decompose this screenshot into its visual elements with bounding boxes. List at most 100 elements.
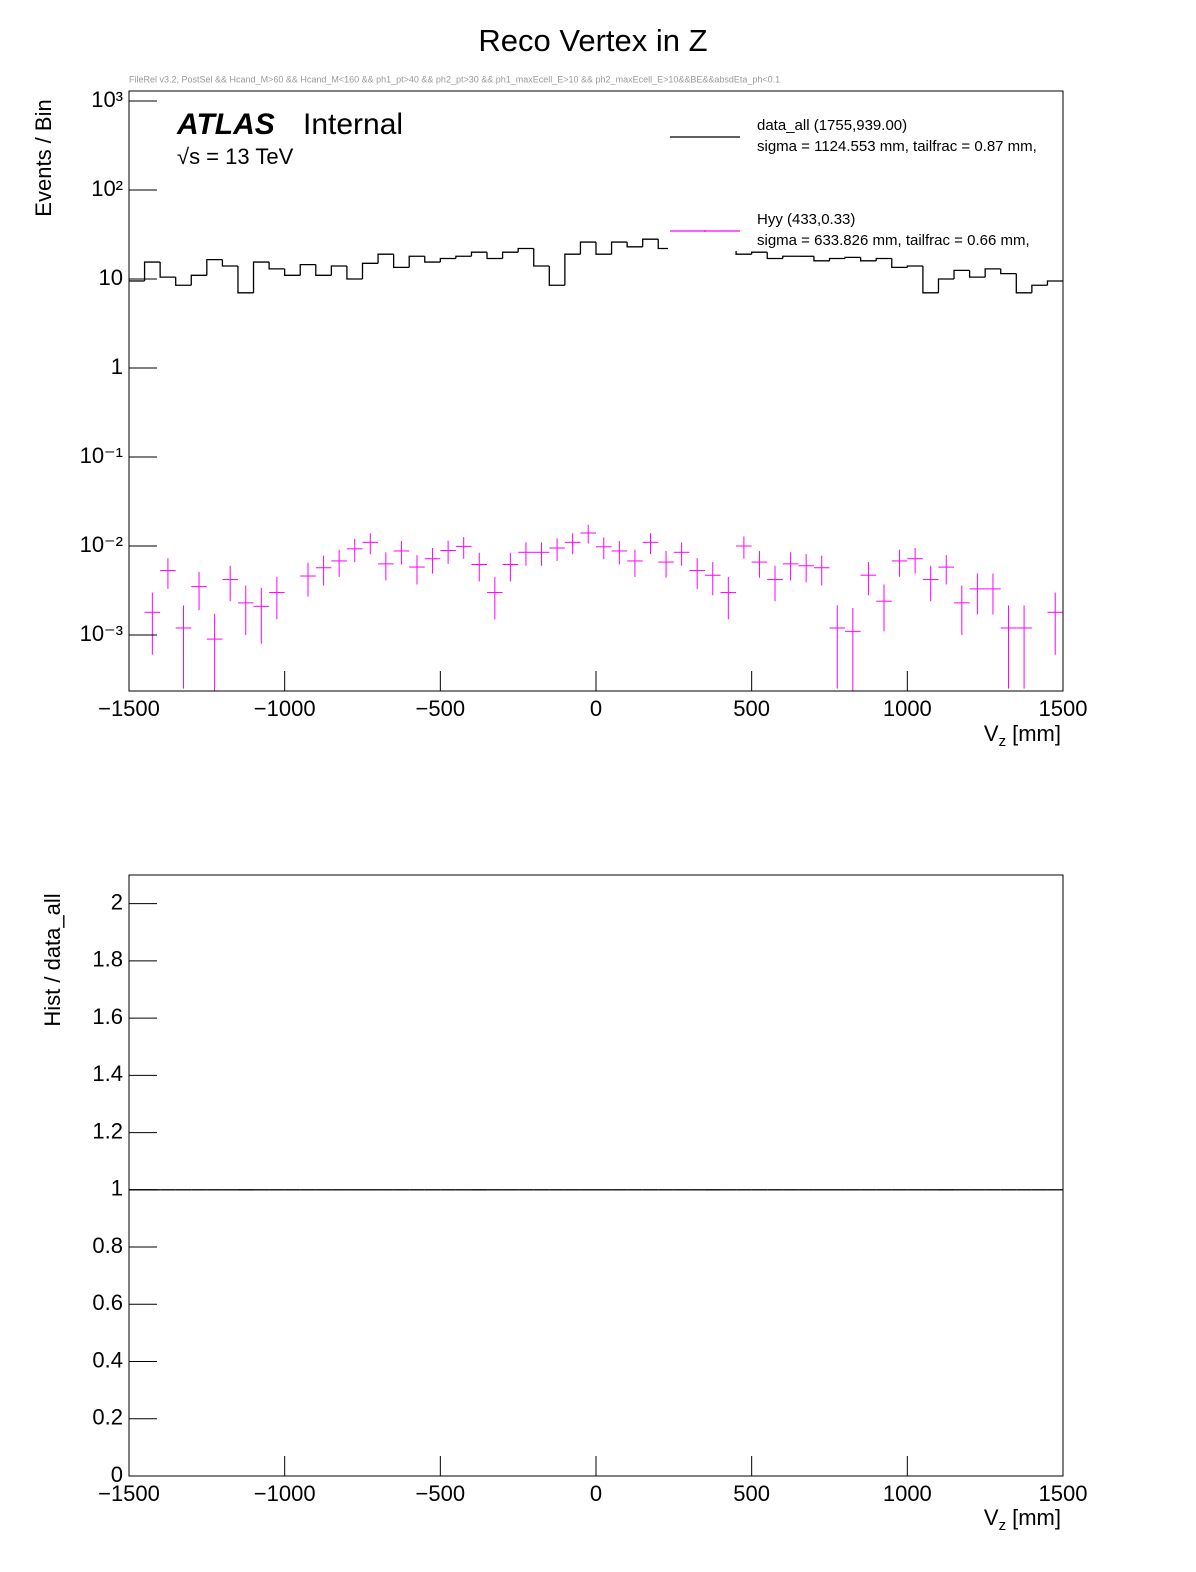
x-tick-label: −500 xyxy=(416,696,466,721)
x-tick-label: 0 xyxy=(590,696,602,721)
x-label-subscript: z xyxy=(999,1517,1007,1534)
y-tick-label: 0.8 xyxy=(92,1233,123,1258)
x-tick-label: 1500 xyxy=(1039,1481,1088,1506)
x-tick-label: 0 xyxy=(590,1481,602,1506)
histogram-bin xyxy=(361,262,379,280)
histogram-bin xyxy=(735,250,752,255)
histogram-bin xyxy=(1031,284,1048,293)
histogram-bin xyxy=(828,257,846,261)
histogram-bin xyxy=(610,241,628,255)
histogram-bin xyxy=(564,253,581,286)
histogram-bin xyxy=(221,259,238,267)
histogram-bin xyxy=(579,241,596,255)
y-tick-label: 10 xyxy=(99,265,123,290)
x-tick-label: −1500 xyxy=(98,1481,160,1506)
histogram-bin xyxy=(533,248,550,267)
histogram-bin xyxy=(595,242,612,255)
status-label: Internal xyxy=(303,108,403,141)
x-label-unit: [mm] xyxy=(1012,721,1061,746)
x-tick-label: −1000 xyxy=(254,1481,316,1506)
histogram-bin xyxy=(766,252,783,260)
histogram-bin xyxy=(1046,280,1063,286)
histogram-bin xyxy=(330,265,347,276)
histogram-bin xyxy=(190,274,207,286)
y-tick-label: 1.4 xyxy=(92,1061,123,1086)
y-tick-label: 0.6 xyxy=(92,1290,123,1315)
y-tick-label: 0.2 xyxy=(92,1405,123,1430)
histogram-bin xyxy=(439,257,456,263)
legend-label: Hyy (433,0.33) xyxy=(757,211,855,228)
y-axis-label: Hist / data_all xyxy=(40,893,65,1026)
y-tick-label: 1.2 xyxy=(92,1118,123,1143)
y-tick-label: 10⁻² xyxy=(80,532,123,557)
histogram-bin xyxy=(517,247,534,253)
histogram-bin xyxy=(392,254,410,269)
x-label-symbol: V xyxy=(984,721,999,746)
histogram-bin xyxy=(143,261,161,281)
legend-note: sigma = 633.826 mm, tailfrac = 0.66 mm, xyxy=(757,232,1030,249)
x-axis-label: Vz [mm] xyxy=(984,1505,1061,1534)
y-tick-label: 0.4 xyxy=(92,1347,123,1372)
histogram-bin xyxy=(626,242,643,248)
energy-label: √s = 13 TeV xyxy=(177,144,294,169)
histogram-bin xyxy=(159,262,176,278)
histogram-bin xyxy=(906,265,923,268)
histogram-bin xyxy=(953,269,970,280)
y-tick-label: 10² xyxy=(91,176,123,201)
x-tick-label: 500 xyxy=(733,696,770,721)
plot-area xyxy=(129,238,1063,691)
histogram-bin xyxy=(875,257,892,261)
histogram-bin xyxy=(782,255,799,259)
x-label-symbol: V xyxy=(984,1505,999,1530)
histogram-bin xyxy=(813,256,830,262)
legend-background xyxy=(668,101,746,251)
histogram-bin xyxy=(501,251,519,259)
histogram-bin xyxy=(922,265,939,294)
histogram-bin xyxy=(252,261,270,293)
histogram-bin xyxy=(642,238,659,247)
legend-note: sigma = 1124.553 mm, tailfrac = 0.87 mm, xyxy=(757,138,1037,155)
histogram-bin xyxy=(206,258,223,276)
histogram-bin xyxy=(548,265,565,286)
x-label-unit: [mm] xyxy=(1012,1505,1061,1530)
histogram-bin xyxy=(486,252,503,260)
chart-subtitle: FileRel v3.2, PostSel && Hcand_M>60 && H… xyxy=(129,74,780,84)
histogram-bin xyxy=(968,270,986,278)
histogram-bin xyxy=(284,268,301,276)
y-tick-label: 2 xyxy=(111,889,123,914)
x-tick-label: 1000 xyxy=(883,696,932,721)
histogram-bin xyxy=(1015,273,1032,294)
y-tick-label: 10³ xyxy=(91,87,123,112)
x-tick-label: 500 xyxy=(733,1481,770,1506)
x-tick-label: 1000 xyxy=(883,1481,932,1506)
y-tick-label: 10⁻³ xyxy=(80,621,123,646)
y-tick-label: 1.6 xyxy=(92,1004,123,1029)
x-label-subscript: z xyxy=(999,733,1007,750)
x-tick-label: 1500 xyxy=(1039,696,1088,721)
x-axis-label: Vz [mm] xyxy=(984,721,1061,750)
chart-title: Reco Vertex in Z xyxy=(478,23,707,58)
x-tick-label: −1000 xyxy=(254,696,316,721)
plot: −1500 −1000 −500 0 500 1000 1500 10⁻³ 10⁻² 10⁻¹ 1 1… xyxy=(80,87,1088,721)
y-tick-label: 10⁻¹ xyxy=(80,443,123,468)
histogram-bin xyxy=(424,256,441,263)
histogram-bin xyxy=(984,268,1001,278)
y-tick-label: 1 xyxy=(111,1176,123,1201)
histogram-bin xyxy=(175,277,192,286)
histogram-bin xyxy=(937,278,955,293)
x-tick-label: −1500 xyxy=(98,696,160,721)
histogram-bin xyxy=(1000,268,1017,275)
histogram-bin xyxy=(346,265,363,280)
histogram-bin xyxy=(237,265,254,294)
histogram-bin xyxy=(891,258,908,269)
histogram-bin xyxy=(751,251,768,255)
plot: −1500 −1000 −500 0 500 1000 1500 0 0.2 0.4 0.6 0.8 1… xyxy=(92,874,1088,1506)
histogram-bin xyxy=(268,262,285,270)
x-tick-label: −500 xyxy=(416,1481,466,1506)
y-tick-label: 1.8 xyxy=(92,947,123,972)
histogram-bin xyxy=(315,264,332,276)
experiment-label: ATLAS xyxy=(176,108,275,141)
histogram-bin xyxy=(859,257,877,262)
